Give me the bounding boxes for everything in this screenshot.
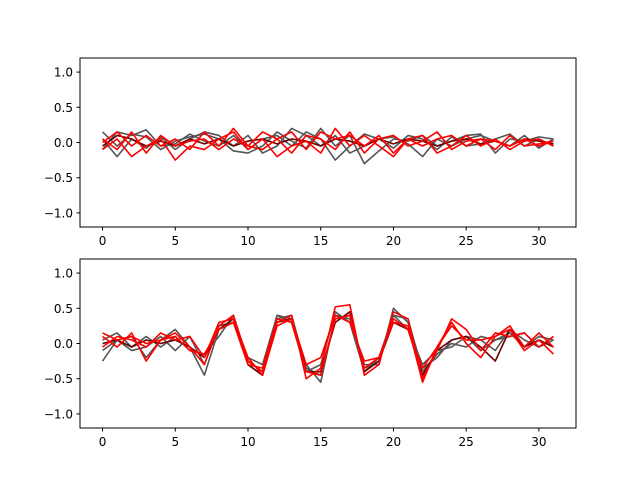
bottom-x-tick-label: 25 <box>459 435 474 449</box>
bottom-y-tick-label: −1.0 <box>44 407 73 421</box>
bottom-y-tick-label: 1.0 <box>54 267 73 281</box>
top-y-tick-label: 0.0 <box>54 136 73 150</box>
bottom-y-tick-label: −0.5 <box>44 372 73 386</box>
top-y-tick-label: 0.5 <box>54 101 73 115</box>
top-axes-frame <box>79 57 577 228</box>
top-y-tick-label: 1.0 <box>54 66 73 80</box>
bottom-series-group <box>101 303 555 384</box>
top-x-tick-label: 0 <box>99 234 107 248</box>
top-x-tick-label: 5 <box>171 234 179 248</box>
bottom-x-tick-label: 10 <box>240 435 255 449</box>
top-x-tick-label: 10 <box>240 234 255 248</box>
top-ticks-group: 0 5 10 15 20 25 30 −1.0 −0.5 0.0 0.5 1.0 <box>44 66 547 248</box>
top-series-line-7 <box>102 127 554 154</box>
bottom-x-tick-label: 0 <box>99 435 107 449</box>
top-series-group <box>101 127 554 165</box>
bottom-axes-frame <box>79 258 577 429</box>
top-series-line-5 <box>102 127 554 161</box>
bottom-y-tick-label: 0.0 <box>54 337 73 351</box>
bottom-subplot: 0 5 10 15 20 25 30 −1.0 −0.5 0.0 0.5 1.0 <box>44 258 577 449</box>
top-x-tick-label: 25 <box>459 234 474 248</box>
top-y-tick-label: −1.0 <box>44 206 73 220</box>
bottom-series-line-7 <box>102 314 555 384</box>
bottom-ticks-group: 0 5 10 15 20 25 30 −1.0 −0.5 0.0 0.5 1.0 <box>44 267 547 449</box>
top-x-tick-label: 15 <box>313 234 328 248</box>
top-x-tick-label: 30 <box>531 234 546 248</box>
bottom-x-tick-label: 5 <box>171 435 179 449</box>
bottom-x-tick-label: 15 <box>313 435 328 449</box>
bottom-y-tick-label: 0.5 <box>54 302 73 316</box>
bottom-x-tick-label: 20 <box>386 435 401 449</box>
top-series-line-2 <box>101 129 554 161</box>
top-x-tick-label: 20 <box>386 234 401 248</box>
top-subplot: 0 5 10 15 20 25 30 −1.0 −0.5 0.0 0.5 1.0 <box>44 57 577 248</box>
top-y-tick-label: −0.5 <box>44 171 73 185</box>
bottom-x-tick-label: 30 <box>531 435 546 449</box>
